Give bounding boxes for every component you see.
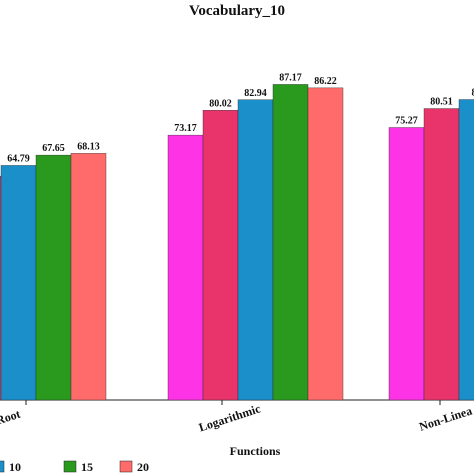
data-label: 82.94: [244, 88, 267, 99]
bar: [167, 134, 204, 401]
bar: [202, 110, 239, 401]
data-label: 83: [472, 88, 474, 99]
chart-title: Vocabulary_10: [189, 3, 285, 19]
data-label: 80.51: [430, 97, 453, 108]
x-tick-label: Logarithmic: [197, 401, 263, 434]
bars-layer: [0, 84, 474, 401]
data-label: 86.22: [314, 76, 337, 87]
bar: [458, 99, 474, 401]
data-labels-layer: 8464.7967.6568.1373.1780.0282.9487.1786.…: [7, 72, 474, 164]
bar: [423, 108, 460, 401]
bar: [35, 154, 72, 401]
bar: [388, 127, 425, 401]
legend-label: 15: [81, 460, 93, 474]
bar: [307, 87, 344, 401]
data-label: 64.79: [7, 153, 30, 164]
data-label: 73.17: [174, 123, 197, 134]
legend-swatch: [63, 460, 77, 473]
legend-label: 20: [137, 460, 149, 474]
data-label: 67.65: [42, 143, 65, 154]
data-label: 68.13: [77, 141, 100, 152]
data-label: 80.02: [209, 98, 232, 109]
x-axis-title: Functions: [230, 444, 281, 458]
bar: [70, 153, 107, 401]
bar: [272, 84, 309, 401]
bar: [0, 165, 37, 401]
legend-swatch: [119, 460, 133, 473]
x-tick-labels: c Root Logarithmic Non-Linea: [0, 400, 474, 434]
x-tick-label: c Root: [0, 407, 22, 431]
legend: 10 15 20: [0, 460, 149, 474]
bar: [237, 99, 274, 401]
legend-swatch: [0, 460, 5, 473]
legend-label: 10: [9, 460, 21, 474]
data-label: 87.17: [279, 72, 302, 83]
data-label: 75.27: [395, 116, 418, 127]
x-tick-label: Non-Linea: [417, 403, 473, 433]
